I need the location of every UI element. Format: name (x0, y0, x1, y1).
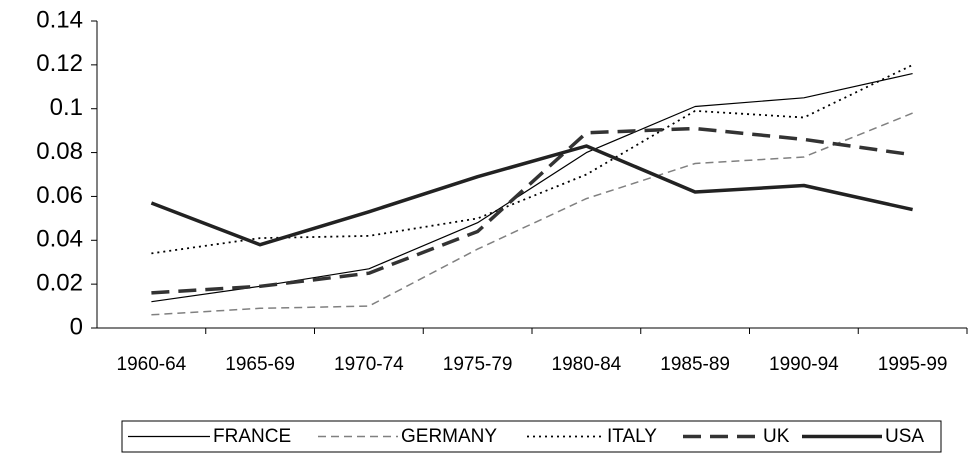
series-line (151, 73, 913, 303)
x-tick-label: 1980-84 (552, 354, 622, 375)
y-tick-label: 0.08 (36, 138, 83, 165)
legend-label: ITALY (607, 426, 657, 447)
x-tick-label: 1965-69 (225, 354, 295, 375)
series-line (151, 112, 913, 316)
legend-label: GERMANY (401, 426, 497, 447)
series-line (151, 126, 913, 295)
x-tick-label: 1960-64 (117, 354, 187, 375)
y-tick-label: 0.14 (36, 6, 83, 33)
x-tick-label: 1970-74 (334, 354, 404, 375)
y-tick-label: 0.12 (36, 50, 83, 77)
x-tick-label: 1985-89 (660, 354, 730, 375)
y-tick-label: 0 (70, 313, 83, 340)
y-tick-label: 0.1 (50, 94, 83, 121)
legend-label: UK (763, 426, 790, 447)
legend-label: USA (885, 426, 924, 447)
y-tick-label: 0.02 (36, 269, 83, 296)
y-tick-label: 0.04 (36, 226, 83, 253)
y-tick-label: 0.06 (36, 182, 83, 209)
x-tick-label: 1995-99 (878, 354, 948, 375)
legend-label: FRANCE (213, 426, 291, 447)
x-tick-label: 1990-94 (769, 354, 839, 375)
series-line (150, 144, 913, 247)
series-line (151, 64, 913, 255)
x-tick-label: 1975-79 (443, 354, 513, 375)
